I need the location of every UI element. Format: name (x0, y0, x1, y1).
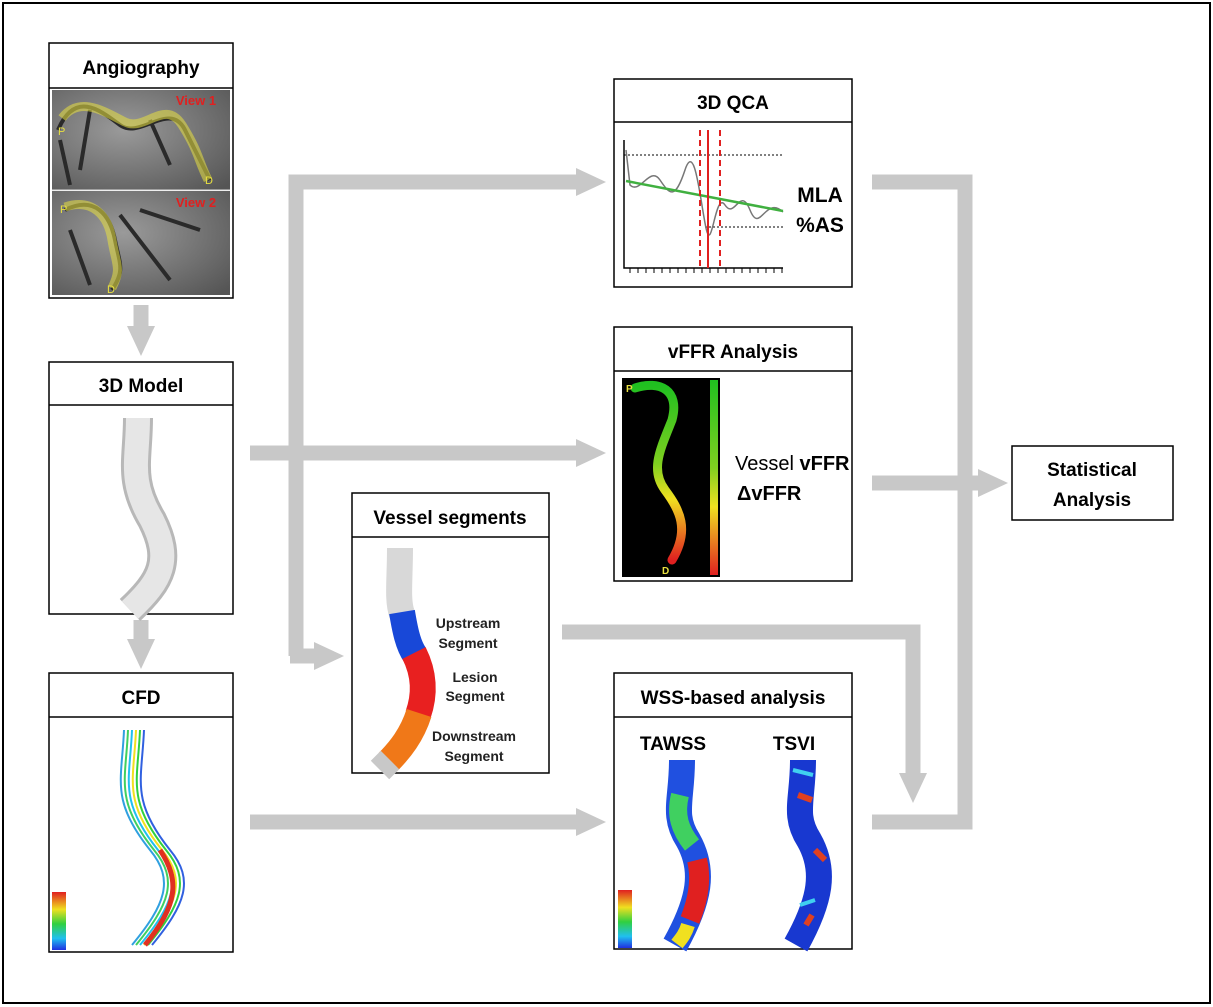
metric-label: ΔvFFR (737, 483, 802, 505)
panel-title: WSS-based analysis (641, 688, 826, 709)
metric-label: Vessel vFFR (735, 453, 850, 475)
point-label: D (107, 284, 115, 296)
panel-title: 3D Model (99, 376, 183, 397)
metric-prefix: Vessel (735, 453, 794, 475)
angiography-panel: Angiography View 1 View 2 P D P D (49, 43, 233, 298)
metric-label: %AS (796, 214, 844, 237)
point-label: P (58, 126, 65, 138)
point-label: P (60, 204, 67, 216)
arrows (141, 182, 982, 822)
panel-title: Angiography (82, 58, 200, 79)
panel-title: CFD (121, 688, 160, 709)
qca-panel: 3D QCA MLA %AS (614, 79, 852, 287)
point-label: D (205, 175, 213, 187)
view-label: View 2 (176, 195, 216, 210)
view-label: View 1 (176, 93, 216, 108)
metric-label: MLA (797, 184, 843, 207)
wss-panel: WSS-based analysis TAWSS TSVI (614, 673, 852, 949)
segment-label: Upstream (436, 615, 501, 631)
segment-label: Segment (445, 688, 504, 704)
map-label: TAWSS (640, 734, 706, 755)
metric-name: vFFR (800, 453, 851, 475)
segment-label: Segment (438, 635, 497, 651)
panel-title: Vessel segments (373, 508, 526, 529)
vffr-panel: vFFR Analysis P D Vessel vFFR ΔvFFR (614, 327, 852, 581)
panel-title: 3D QCA (697, 93, 769, 114)
point-label: D (662, 566, 669, 577)
segments-panel: Vessel segments Upstream Segment Lesion … (352, 493, 549, 773)
segment-label: Segment (444, 748, 503, 764)
statistics-box: Statistical Analysis (1012, 446, 1173, 520)
model-panel: 3D Model (49, 362, 233, 614)
box-title: Statistical (1047, 460, 1137, 481)
point-label: P (626, 384, 633, 395)
cfd-panel: CFD (49, 673, 233, 952)
segment-label: Downstream (432, 728, 516, 744)
workflow-diagram: Angiography View 1 View 2 P D P D 3D Mod… (0, 0, 1213, 1007)
map-label: TSVI (773, 734, 815, 755)
panel-title: vFFR Analysis (668, 342, 798, 363)
segment-label: Lesion (452, 669, 497, 685)
box-title: Analysis (1053, 490, 1131, 511)
